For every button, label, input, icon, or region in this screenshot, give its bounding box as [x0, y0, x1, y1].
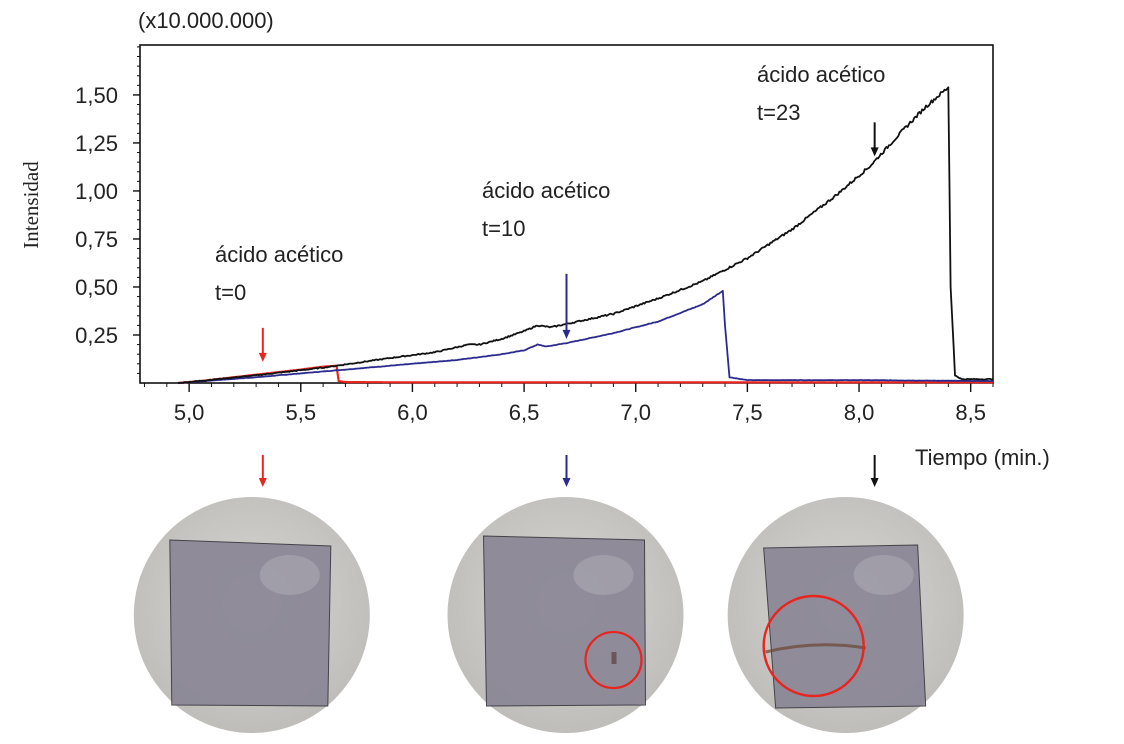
- sample-photo-2: [727, 497, 964, 733]
- film-sample: [482, 535, 647, 707]
- y-tick-label: 0,75: [75, 227, 118, 252]
- sample-photo-0: [133, 497, 370, 733]
- annotation-arrow-head: [562, 329, 571, 339]
- highlight-circle: [762, 594, 865, 698]
- y-axis-label: Intensidad: [19, 161, 43, 249]
- plot-area: 5,0 5,5 6,0 6,5 7,0 7,5 8,0 8,5 0,25 0,50 0,75 1,00…: [75, 44, 994, 425]
- x-tick-label: 7,5: [732, 400, 763, 425]
- series-line-2: [177, 86, 994, 384]
- film-reflection: [853, 555, 914, 595]
- highlight-circle: [584, 630, 643, 690]
- annotation-label: ácido acético: [482, 178, 610, 203]
- x-tick-label: 6,5: [509, 400, 540, 425]
- x-tick-label: 8,0: [844, 400, 875, 425]
- x-tick-label: 5,0: [174, 400, 205, 425]
- film-reflection: [259, 555, 320, 595]
- y-tick-label: 1,50: [75, 83, 118, 108]
- x-tick-label: 7,0: [620, 400, 651, 425]
- annotation-label: ácido acético: [215, 242, 343, 267]
- corrosion-streak: [765, 643, 866, 654]
- photo-arrow-head: [870, 478, 879, 487]
- x-tick-label: 5,5: [285, 400, 316, 425]
- sample-photos: [133, 455, 964, 733]
- annotation-label: ácido acético: [757, 62, 885, 87]
- film-reflection: [573, 555, 634, 595]
- series-line-1: [177, 289, 993, 384]
- y-tick-label: 1,25: [75, 131, 118, 156]
- annotation-time: t=10: [482, 216, 525, 241]
- y-tick-label: 0,50: [75, 275, 118, 300]
- corrosion-spot: [611, 652, 617, 664]
- annotation-time: t=23: [757, 100, 800, 125]
- film-sample: [169, 539, 332, 707]
- photo-arrow-head: [562, 478, 571, 487]
- annotation-arrow-head: [870, 147, 879, 157]
- y-tick-label: 0,25: [75, 323, 118, 348]
- film-sample: [763, 544, 927, 709]
- sample-photo-1: [447, 497, 684, 733]
- series-layer: [177, 86, 994, 385]
- x-axis-label: Tiempo (min.): [915, 445, 1050, 470]
- photo-arrow-head: [258, 478, 267, 487]
- x-tick-label: 8,5: [955, 400, 986, 425]
- annotation-time: t=0: [215, 280, 246, 305]
- y-multiplier-label: (x10.000.000): [138, 8, 274, 33]
- x-tick-label: 6,0: [397, 400, 428, 425]
- annotations-layer: ácido acético t=0 ácido acético t=10 ácido a…: [215, 62, 885, 362]
- annotation-arrow-head: [258, 352, 267, 362]
- y-tick-label: 1,00: [75, 179, 118, 204]
